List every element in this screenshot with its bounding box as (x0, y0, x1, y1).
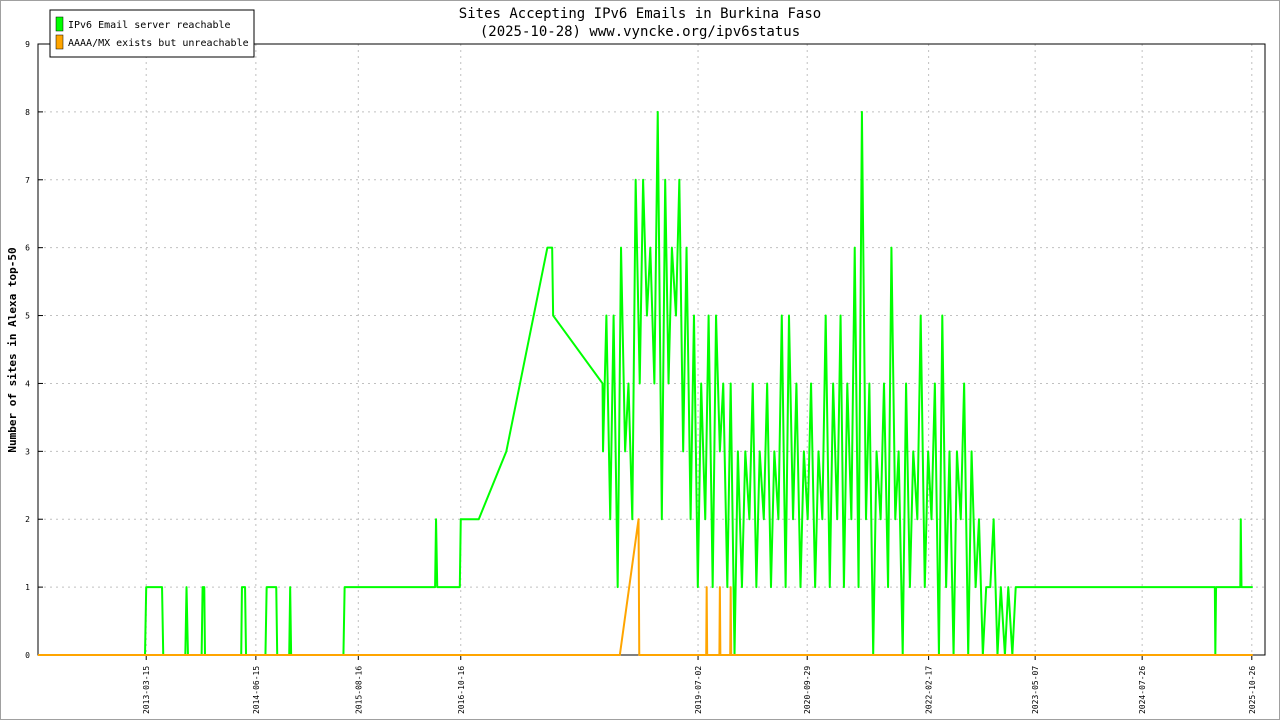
x-tick-label: 2022-02-17 (925, 666, 934, 714)
legend-label: IPv6 Email server reachable (68, 20, 231, 31)
x-tick-label: 2013-03-15 (142, 666, 151, 714)
x-tick-label: 2014-06-15 (252, 666, 261, 714)
x-tick-label: 2024-07-26 (1138, 666, 1147, 714)
y-tick-label: 2 (25, 515, 30, 524)
x-tick-label: 2023-05-07 (1031, 666, 1040, 714)
y-tick-label: 5 (25, 312, 30, 321)
y-tick-label: 1 (25, 583, 30, 592)
y-axis-label: Number of sites in Alexa top-50 (6, 247, 19, 452)
y-tick-label: 8 (25, 108, 30, 117)
x-tick-label: 2016-10-16 (457, 666, 466, 714)
series-line (38, 110, 1253, 656)
legend-swatch (55, 16, 64, 32)
series-line (38, 518, 1253, 656)
x-tick-label: 2025-10-26 (1248, 666, 1257, 714)
chart-title: Sites Accepting IPv6 Emails in Burkina F… (459, 6, 821, 22)
x-tick-label: 2020-09-29 (803, 666, 812, 714)
legend-swatch (55, 34, 64, 50)
chart-subtitle: (2025-10-28) www.vyncke.org/ipv6status (480, 24, 800, 40)
x-tick-label: 2015-08-16 (354, 666, 363, 714)
y-tick-label: 7 (25, 176, 30, 185)
y-tick-label: 3 (25, 447, 30, 456)
x-tick-label: 2019-07-02 (694, 666, 703, 714)
legend-box (49, 9, 255, 58)
y-tick-label: 9 (25, 40, 30, 49)
legend-label: AAAA/MX exists but unreachable (68, 38, 249, 49)
y-tick-label: 4 (25, 379, 30, 388)
y-tick-label: 6 (25, 244, 30, 253)
y-tick-label: 0 (25, 651, 30, 660)
